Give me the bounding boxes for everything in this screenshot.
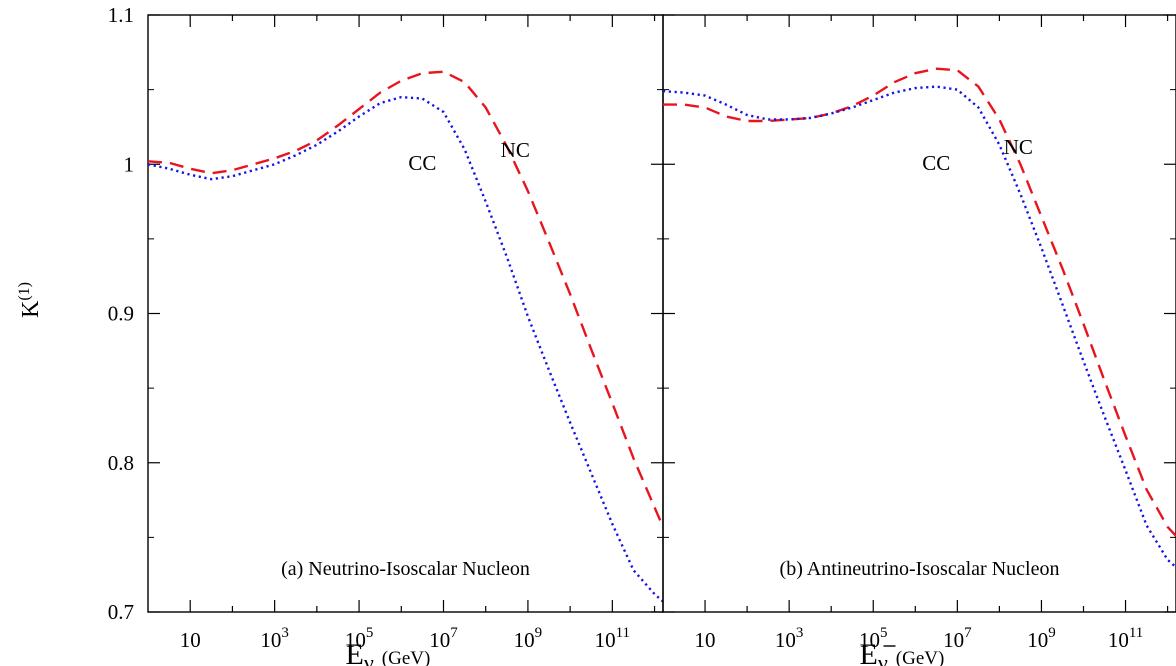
x-tick-label: 105 <box>345 625 374 652</box>
x-axis-title: Eν (GeV) <box>860 638 945 666</box>
x-tick-label-base: 10 <box>1108 628 1129 652</box>
x-tick-label-base: 10 <box>180 628 201 652</box>
x-tick-label: 1011 <box>595 625 630 652</box>
x-tick-label: 107 <box>943 625 972 652</box>
x-tick-label-base: 10 <box>695 628 716 652</box>
x-tick-label-exponent: 5 <box>366 625 374 641</box>
x-tick-label-exponent: 5 <box>880 625 888 641</box>
x-tick-label: 109 <box>514 625 543 652</box>
y-axis-label: K(1) <box>16 282 44 318</box>
x-axis-title-subscript: ν <box>364 650 374 666</box>
x-tick-label-exponent: 11 <box>1129 625 1143 641</box>
x-tick-label: 10 <box>180 628 201 652</box>
x-axis-title-unit: (GeV) <box>382 648 431 666</box>
plot-frame <box>147 14 664 613</box>
panel-caption: (b) Antineutrino-Isoscalar Nucleon <box>780 558 1060 580</box>
x-tick-label-exponent: 9 <box>1048 625 1056 641</box>
x-tick-label-base: 10 <box>859 628 880 652</box>
panel-caption: (a) Neutrino-Isoscalar Nucleon <box>281 558 530 580</box>
y-tick-label: 1 <box>124 152 135 176</box>
y-axis-title-main: K <box>18 300 44 318</box>
series-line-nc <box>663 67 1176 537</box>
x-tick-label-base: 10 <box>514 628 535 652</box>
x-tick-label-exponent: 7 <box>964 625 972 641</box>
x-tick-label: 107 <box>429 625 458 652</box>
series-line-cc <box>147 95 664 603</box>
x-tick-label: 103 <box>775 625 804 652</box>
x-tick-label: 10 <box>695 628 716 652</box>
y-tick-label: 1.1 <box>108 3 134 27</box>
plot-frame <box>662 14 1176 613</box>
x-tick-label-base: 10 <box>775 628 796 652</box>
x-axis-title-subscript: ν <box>878 650 888 666</box>
x-tick-label-exponent: 3 <box>796 625 804 641</box>
x-tick-label: 103 <box>260 625 289 652</box>
y-tick-label: 0.9 <box>108 302 134 326</box>
x-axis-title: Eν (GeV) <box>346 638 431 666</box>
x-tick-label-base: 10 <box>260 628 281 652</box>
x-tick-label-base: 10 <box>595 628 616 652</box>
x-tick-label-base: 10 <box>345 628 366 652</box>
series-line-cc <box>662 85 1176 569</box>
series-label-cc: CC <box>922 151 950 175</box>
x-tick-label-exponent: 11 <box>616 625 630 641</box>
x-tick-label-exponent: 7 <box>450 625 458 641</box>
x-axis-title-main: E <box>346 638 364 666</box>
x-tick-label: 1011 <box>1108 625 1143 652</box>
x-tick-label-exponent: 9 <box>535 625 543 641</box>
x-tick-label-base: 10 <box>429 628 450 652</box>
x-tick-label-base: 10 <box>1027 628 1048 652</box>
x-tick-label: 109 <box>1027 625 1056 652</box>
x-axis-title-main: E <box>860 638 878 666</box>
x-axis-title-unit: (GeV) <box>896 648 945 666</box>
series-label-nc: NC <box>1004 135 1033 159</box>
y-tick-label: 0.8 <box>108 451 134 475</box>
series-label-cc: CC <box>408 151 436 175</box>
series-line-nc <box>147 70 665 528</box>
y-axis-title: K(1) <box>16 282 44 318</box>
y-tick-label: 0.7 <box>108 600 134 624</box>
y-axis-title-superscript: (1) <box>16 282 33 301</box>
x-tick-label-exponent: 3 <box>281 625 289 641</box>
x-tick-label-base: 10 <box>943 628 964 652</box>
series-label-nc: NC <box>501 138 530 162</box>
x-tick-label: 105 <box>859 625 888 652</box>
